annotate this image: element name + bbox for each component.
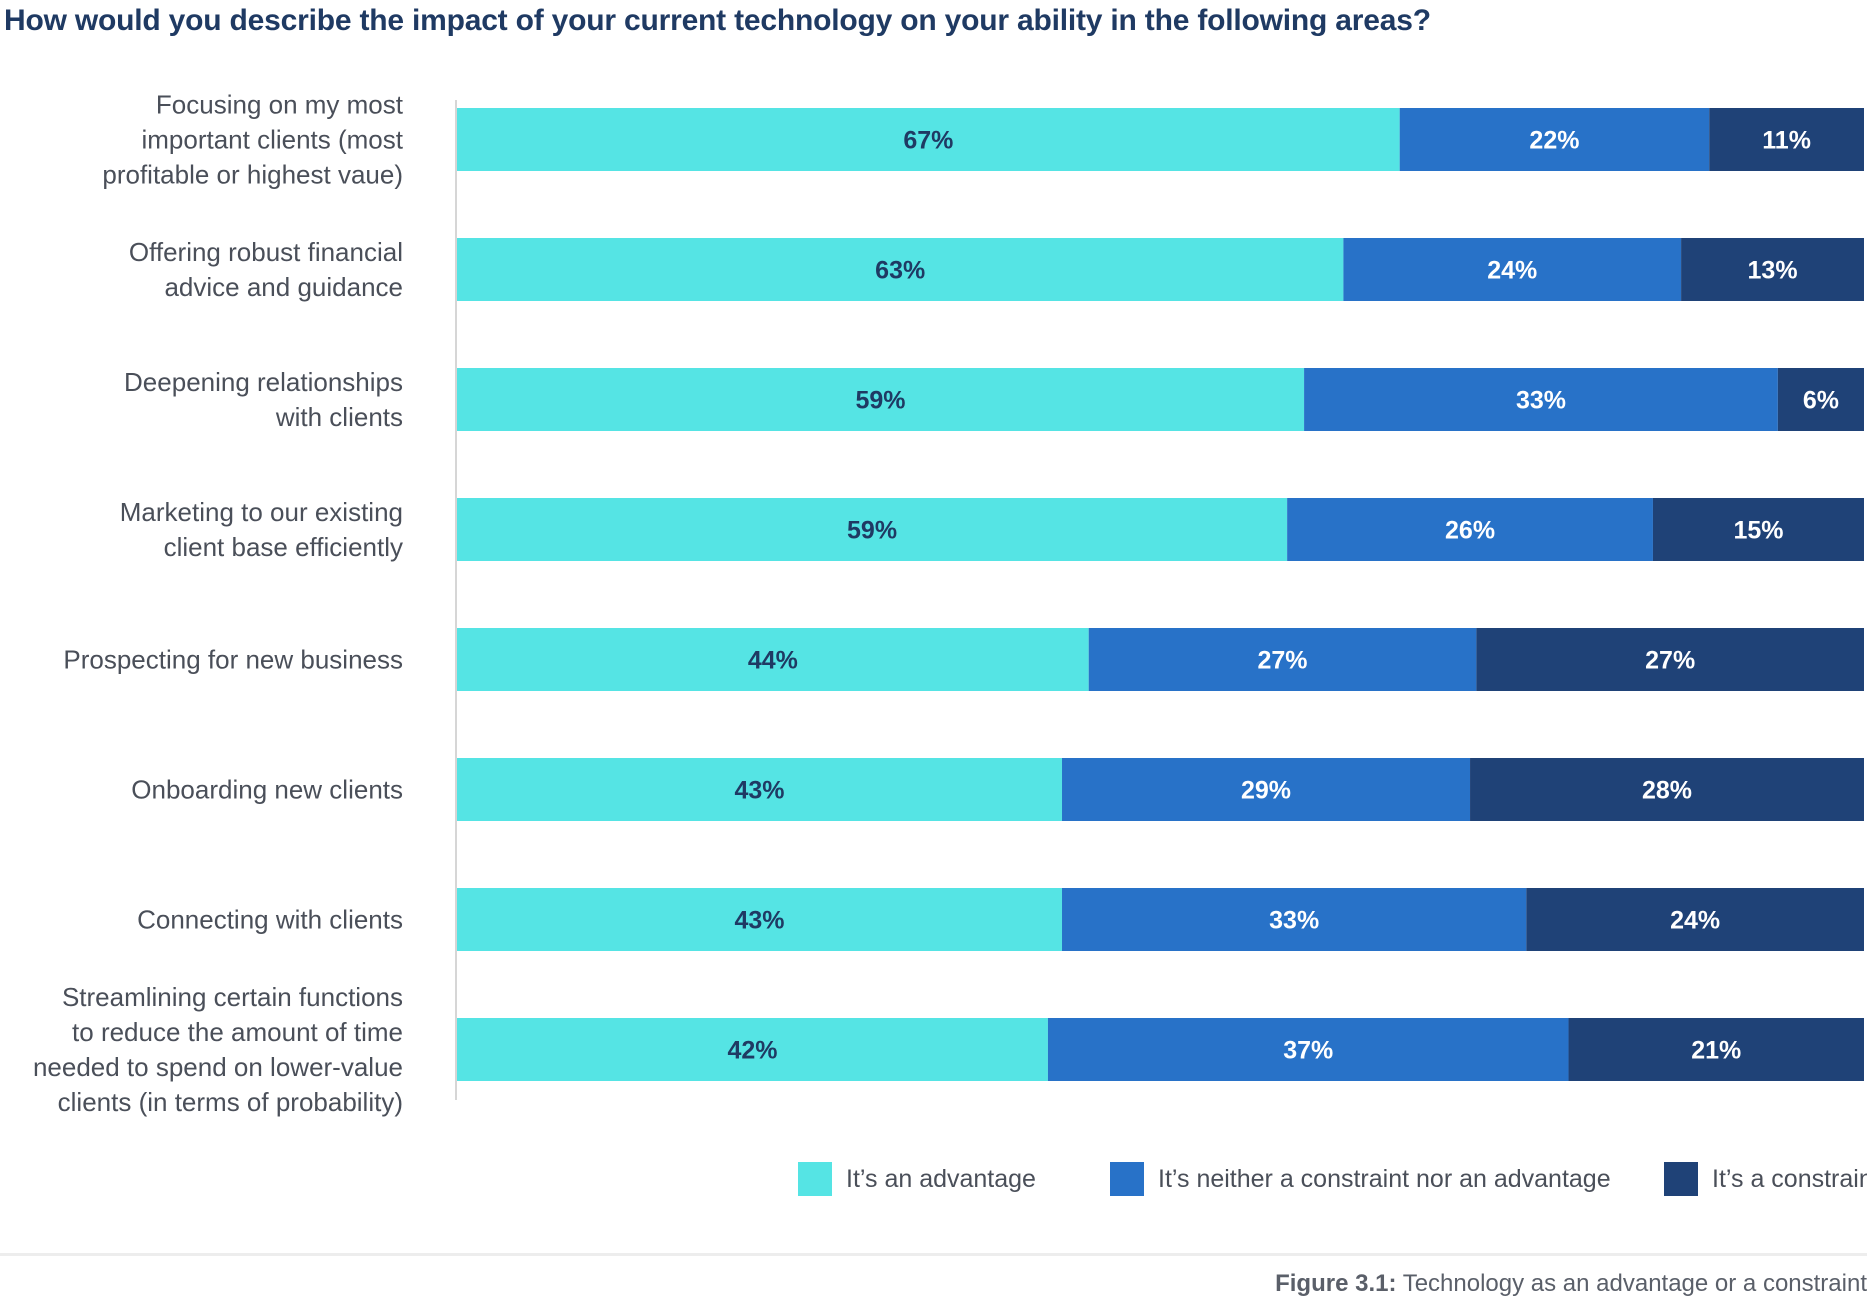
value-label-constraint-2: 13%	[1748, 257, 1798, 285]
category-label-line: with clients	[275, 402, 403, 432]
value-label-advantage-4: 59%	[847, 517, 897, 545]
value-label-neutral-1: 22%	[1529, 127, 1579, 155]
stacked-bar-chart: 67% 22% 11% 63% 24% 13% 59% 33% 6% 59% 26% 15% 44% 27…	[33, 90, 1864, 1118]
category-label-line: Onboarding new clients	[131, 775, 403, 805]
value-label-constraint-8: 21%	[1691, 1037, 1741, 1065]
bar-constraint-7	[1526, 888, 1864, 951]
value-label-constraint-7: 24%	[1670, 907, 1720, 935]
bar-advantage-1	[457, 108, 1400, 171]
value-label-neutral-8: 37%	[1283, 1037, 1333, 1065]
category-label-line: to reduce the amount of time	[72, 1017, 403, 1047]
value-label-advantage-2: 63%	[875, 257, 925, 285]
bar-constraint-2	[1681, 238, 1864, 301]
value-label-constraint-6: 28%	[1642, 777, 1692, 805]
bar-advantage-6	[457, 758, 1063, 821]
category-label-8: Streamlining certain functions to reduce …	[33, 982, 403, 1117]
figure-caption: Figure 3.1: Technology as an advantage o…	[1275, 1270, 1867, 1298]
bar-neutral-4	[1287, 498, 1653, 561]
category-labels: Focusing on my most important clients (mo…	[33, 90, 404, 1118]
bar-advantage-3	[457, 368, 1305, 431]
bar-constraint-8	[1568, 1018, 1864, 1081]
footer-divider	[0, 1253, 1867, 1256]
bar-neutral-6	[1062, 758, 1471, 821]
value-label-neutral-6: 29%	[1241, 777, 1291, 805]
value-label-constraint-4: 15%	[1733, 517, 1783, 545]
value-label-advantage-8: 42%	[727, 1037, 777, 1065]
legend-item-constraint: It’s a constraint	[1664, 1161, 1867, 1197]
category-label-line: profitable or highest vaue)	[102, 160, 403, 190]
bar-neutral-5	[1088, 628, 1477, 691]
value-label-advantage-3: 59%	[856, 387, 906, 415]
bar-advantage-8	[457, 1018, 1048, 1081]
bar-constraint-1	[1709, 108, 1864, 171]
value-label-constraint-1: 11%	[1762, 127, 1811, 155]
category-label-line: Connecting with clients	[137, 905, 403, 935]
value-label-neutral-2: 24%	[1487, 257, 1537, 285]
value-label-constraint-3: 6%	[1803, 387, 1839, 415]
bar-neutral-2	[1343, 238, 1682, 301]
category-label-line: client base efficiently	[164, 532, 403, 562]
category-label-1: Focusing on my most important clients (mo…	[102, 90, 403, 190]
category-label-2: Offering robust financial advice and guid…	[129, 237, 403, 302]
bar-neutral-1	[1399, 108, 1710, 171]
category-label-line: important clients (most	[141, 125, 403, 155]
legend: It’s an advantage It’s neither a constra…	[0, 1161, 1867, 1201]
category-label-line: Offering robust financial	[129, 237, 403, 267]
category-label-6: Onboarding new clients	[131, 775, 403, 805]
value-label-advantage-5: 44%	[748, 647, 798, 675]
category-label-7: Connecting with clients	[137, 905, 403, 935]
value-label-neutral-5: 27%	[1258, 647, 1308, 675]
value-label-neutral-7: 33%	[1269, 907, 1319, 935]
category-label-line: Prospecting for new business	[63, 645, 403, 675]
legend-swatch-advantage	[798, 1162, 832, 1196]
legend-label-constraint: It’s a constraint	[1712, 1164, 1867, 1193]
category-label-line: Marketing to our existing	[120, 497, 403, 527]
bars-group: 67% 22% 11% 63% 24% 13% 59% 33% 6% 59% 26% 15% 44% 27…	[457, 108, 1864, 1081]
bar-constraint-4	[1652, 498, 1864, 561]
bar-constraint-6	[1470, 758, 1864, 821]
legend-item-neutral: It’s neither a constraint nor an advanta…	[1110, 1161, 1611, 1197]
value-label-advantage-7: 43%	[734, 907, 784, 935]
value-label-advantage-6: 43%	[734, 777, 784, 805]
bar-constraint-3	[1777, 368, 1864, 431]
legend-swatch-neutral	[1110, 1162, 1144, 1196]
category-label-line: Streamlining certain functions	[62, 982, 403, 1012]
value-label-neutral-4: 26%	[1445, 517, 1495, 545]
category-label-line: Deepening relationships	[124, 367, 403, 397]
category-label-line: clients (in terms of probability)	[58, 1087, 403, 1117]
figure-caption-label: Figure 3.1:	[1275, 1270, 1397, 1297]
bar-advantage-5	[457, 628, 1089, 691]
bar-advantage-2	[457, 238, 1344, 301]
category-label-line: Focusing on my most	[156, 90, 404, 120]
value-label-advantage-1: 67%	[903, 127, 953, 155]
legend-label-advantage: It’s an advantage	[846, 1164, 1036, 1193]
category-label-3: Deepening relationships with clients	[124, 367, 403, 432]
category-label-line: advice and guidance	[164, 272, 403, 302]
bar-neutral-8	[1047, 1018, 1569, 1081]
legend-swatch-constraint	[1664, 1162, 1698, 1196]
value-label-neutral-3: 33%	[1516, 387, 1566, 415]
bar-advantage-7	[457, 888, 1063, 951]
bar-neutral-7	[1062, 888, 1527, 951]
category-label-5: Prospecting for new business	[63, 645, 403, 675]
legend-label-neutral: It’s neither a constraint nor an advanta…	[1158, 1164, 1611, 1193]
category-label-line: needed to spend on lower-value	[33, 1052, 403, 1082]
bar-constraint-5	[1476, 628, 1864, 691]
chart-title: How would you describe the impact of you…	[4, 4, 1431, 37]
category-label-4: Marketing to our existing client base eff…	[120, 497, 403, 562]
figure-caption-text: Technology as an advantage or a constrai…	[1396, 1270, 1867, 1297]
bar-neutral-3	[1304, 368, 1778, 431]
bar-advantage-4	[457, 498, 1288, 561]
value-label-constraint-5: 27%	[1645, 647, 1695, 675]
legend-item-advantage: It’s an advantage	[798, 1161, 1036, 1197]
